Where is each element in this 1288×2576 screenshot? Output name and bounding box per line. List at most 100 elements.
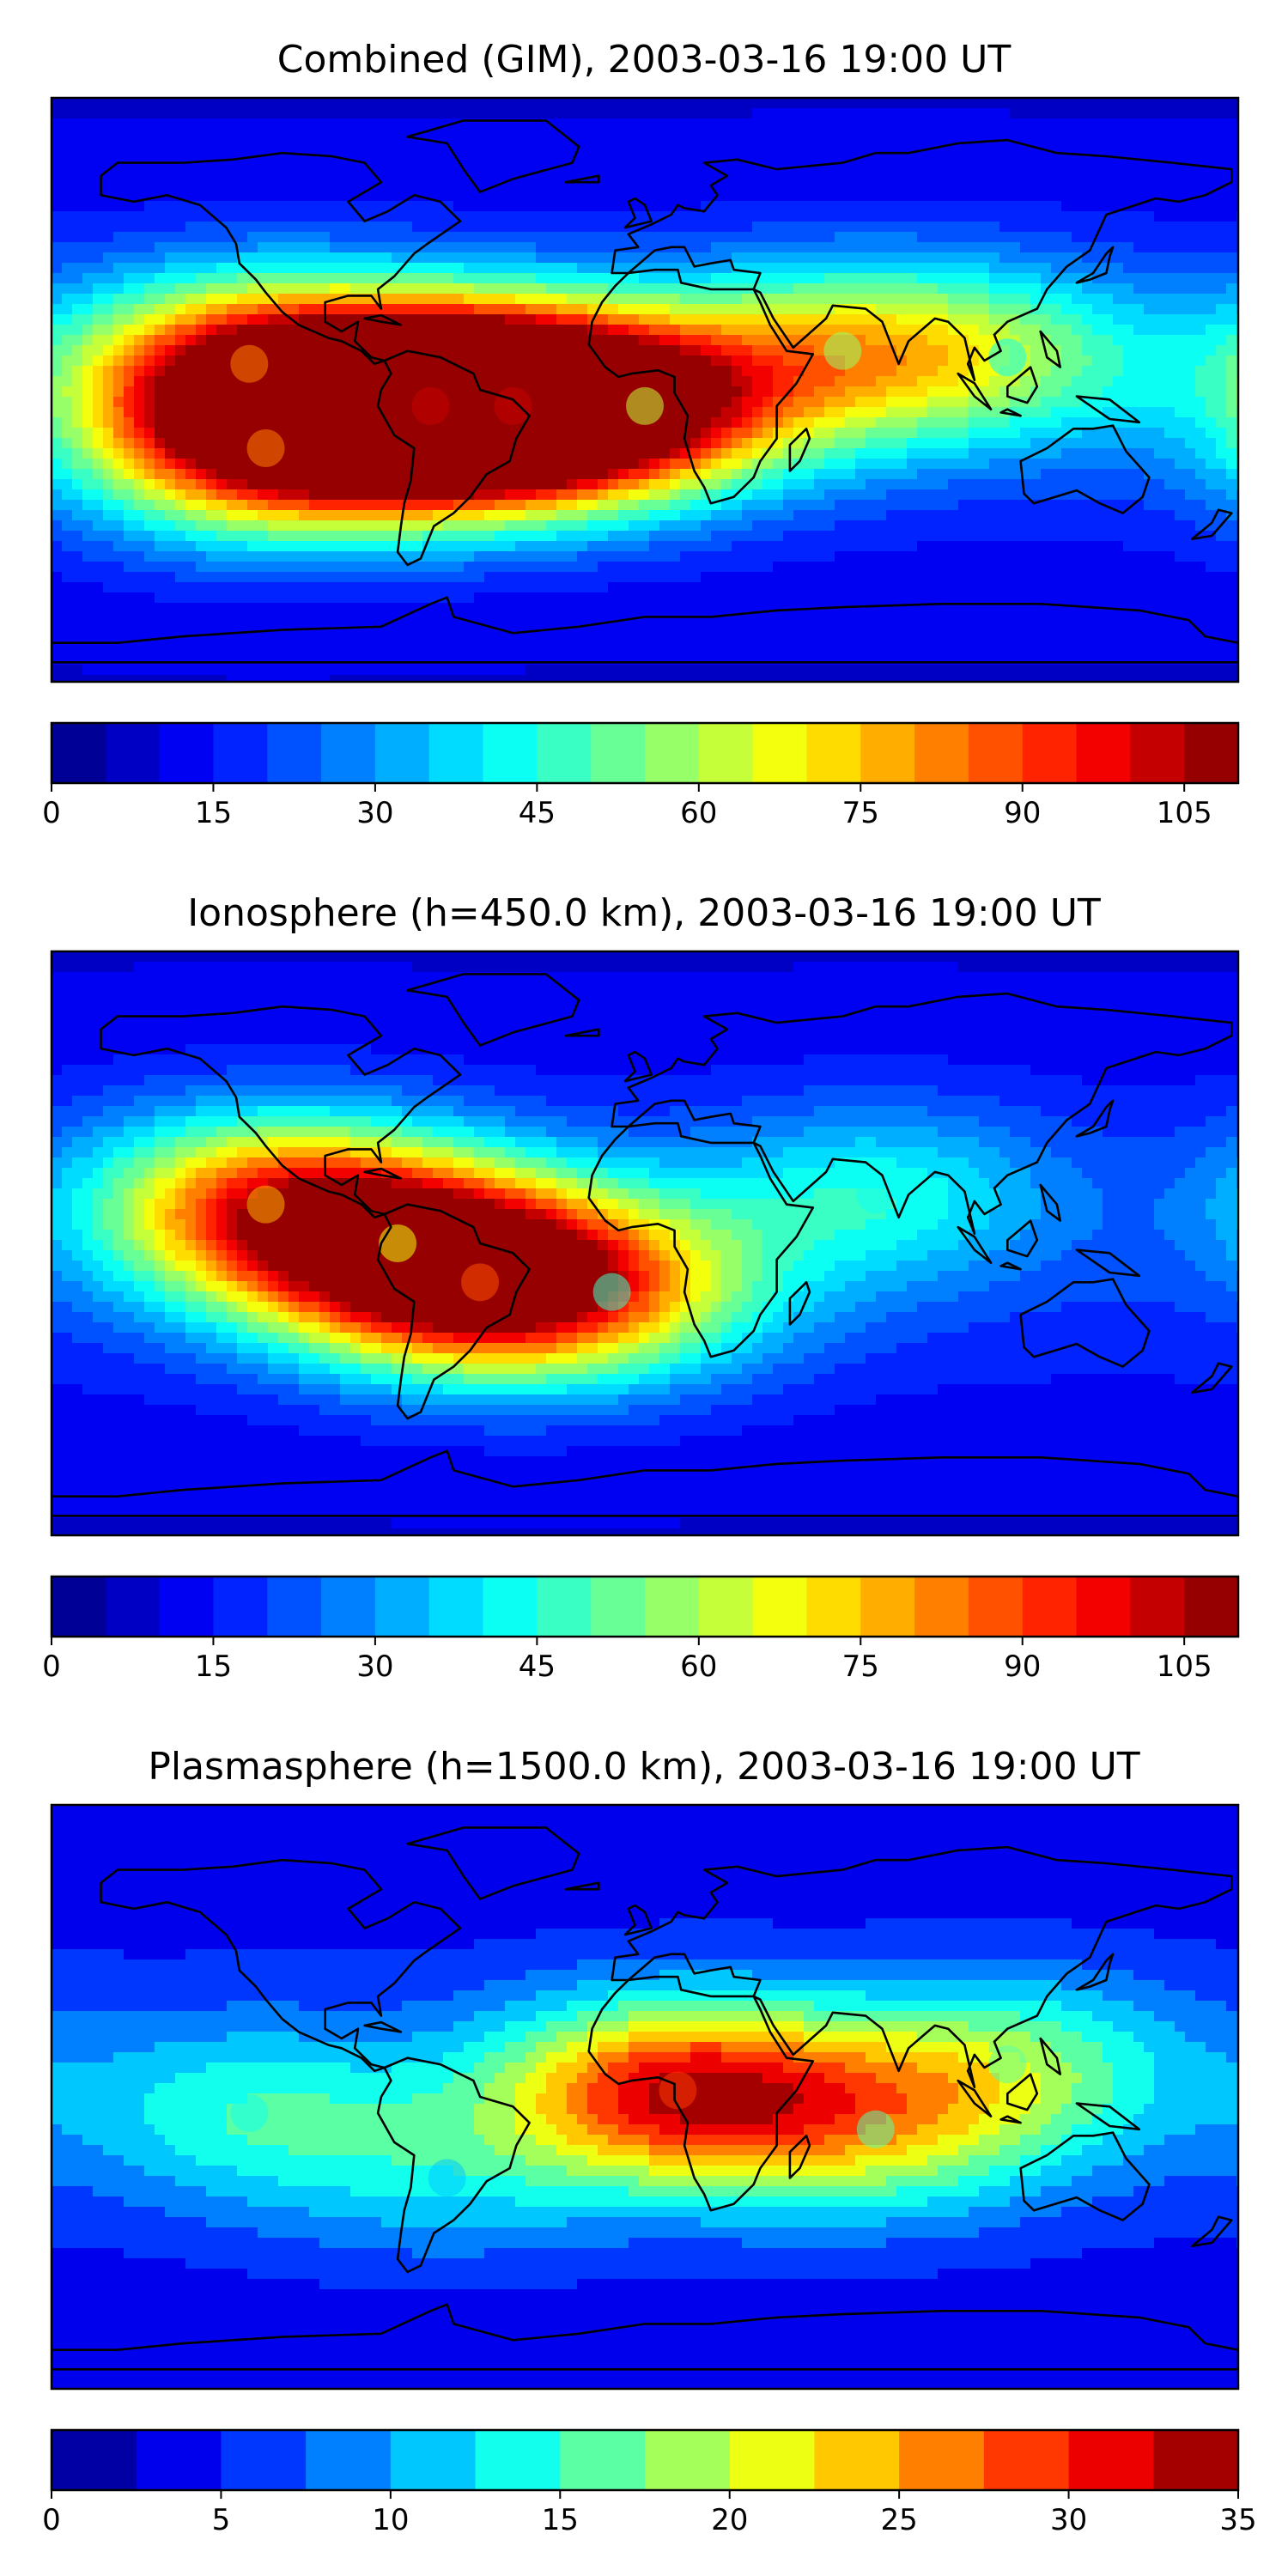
panel-2: Plasmasphere (h=1500.0 km), 2003-03-16 1… xyxy=(42,1745,1256,2537)
panel-title: Ionosphere (h=450.0 km), 2003-03-16 19:0… xyxy=(187,891,1101,935)
colorbar-swatch xyxy=(860,723,915,783)
colorbar-swatch xyxy=(105,1577,161,1637)
colorbar-swatch xyxy=(698,1577,754,1637)
colorbar-frame xyxy=(50,1575,1240,1638)
colorbar-tick-label: 45 xyxy=(519,1649,556,1684)
colorbar-tick-label: 75 xyxy=(842,796,879,830)
colorbar-tick-label: 30 xyxy=(356,1649,393,1684)
colorbar-swatch xyxy=(752,723,808,783)
colorbar-swatch xyxy=(52,2430,137,2490)
coastlines xyxy=(52,1826,1238,2371)
colorbar-tick-label: 75 xyxy=(842,1649,879,1684)
colorbar-swatch xyxy=(591,1577,646,1637)
map-field xyxy=(52,1805,1238,2389)
colorbar-tick-label: 5 xyxy=(212,2503,231,2537)
data-peak xyxy=(626,386,664,425)
colorbar-swatch xyxy=(213,723,268,783)
colorbar-swatch xyxy=(374,723,430,783)
colorbar: 0 15 30 45 60 75 90 105 xyxy=(42,721,1240,830)
colorbar-swatch xyxy=(645,723,700,783)
data-peak xyxy=(428,2159,466,2197)
data-peak xyxy=(823,331,862,370)
data-peak xyxy=(592,1273,631,1311)
colorbar-tick-label: 25 xyxy=(881,2503,918,2537)
colorbar-swatch xyxy=(321,723,376,783)
colorbar-tick-label: 60 xyxy=(680,796,717,830)
colorbar-swatch xyxy=(221,2430,307,2490)
data-peak xyxy=(379,1224,417,1262)
colorbar-tick-label: 0 xyxy=(42,2503,61,2537)
colorbar-tick-label: 30 xyxy=(356,796,393,830)
colorbar-tick-label: 10 xyxy=(372,2503,409,2537)
colorbar-swatch xyxy=(159,1577,215,1637)
map-frame xyxy=(50,1803,1240,2391)
colorbar: 0 5 10 15 20 25 30 35 xyxy=(42,2428,1257,2537)
colorbar-swatch xyxy=(1184,723,1239,783)
colorbar-tick-label: 90 xyxy=(1004,796,1041,830)
colorbar-tick-label: 105 xyxy=(1157,796,1212,830)
colorbar-swatch xyxy=(52,1577,106,1637)
colorbar-swatch xyxy=(1076,723,1131,783)
colorbar-swatch xyxy=(591,723,646,783)
colorbar-tick-label: 0 xyxy=(42,1649,61,1684)
colorbar-tick-label: 30 xyxy=(1050,2503,1087,2537)
colorbar-swatch xyxy=(390,2430,477,2490)
colorbar-swatch xyxy=(645,1577,700,1637)
colorbar-swatch xyxy=(537,723,592,783)
colorbar-swatch xyxy=(814,2430,900,2490)
colorbar-swatch xyxy=(752,1577,808,1637)
colorbar-swatch xyxy=(968,723,1024,783)
colorbar-swatch xyxy=(483,723,538,783)
colorbar-swatch xyxy=(645,2430,731,2490)
colorbar-tick-label: 15 xyxy=(542,2503,579,2537)
colorbar-swatch xyxy=(806,1577,861,1637)
colorbar-swatch xyxy=(560,2430,646,2490)
data-peak xyxy=(411,386,450,425)
colorbar-swatch xyxy=(1068,2430,1154,2490)
data-peak xyxy=(461,1263,500,1302)
colorbar-swatch xyxy=(1022,723,1078,783)
colorbar-swatch xyxy=(52,723,106,783)
colorbar-frame xyxy=(50,721,1240,785)
colorbar-swatch xyxy=(213,1577,268,1637)
colorbar-swatch xyxy=(968,1577,1024,1637)
colorbar-swatch xyxy=(1076,1577,1131,1637)
colorbar-swatch xyxy=(1130,723,1185,783)
data-peak xyxy=(246,1185,285,1224)
colorbar-swatch xyxy=(537,1577,592,1637)
map-frame xyxy=(50,96,1240,683)
colorbar-swatch xyxy=(1184,1577,1239,1637)
panel-title: Combined (GIM), 2003-03-16 19:00 UT xyxy=(277,38,1012,82)
colorbar-swatch xyxy=(428,723,484,783)
colorbar-swatch xyxy=(914,723,969,783)
colorbar-swatch xyxy=(698,723,754,783)
data-peak xyxy=(988,338,1027,377)
colorbar-swatch xyxy=(1130,1577,1185,1637)
colorbar-tick-label: 60 xyxy=(680,1649,717,1684)
data-peak xyxy=(246,429,285,467)
coastlines xyxy=(52,973,1238,1517)
colorbar-tick-label: 15 xyxy=(195,1649,232,1684)
data-peak xyxy=(230,2093,269,2132)
colorbar-swatch xyxy=(306,2430,392,2490)
colorbar-swatch xyxy=(483,1577,538,1637)
panel-title: Plasmasphere (h=1500.0 km), 2003-03-16 1… xyxy=(148,1745,1139,1789)
colorbar-swatch xyxy=(860,1577,915,1637)
colorbar: 0 15 30 45 60 75 90 105 xyxy=(42,1575,1240,1684)
colorbar-tick-label: 0 xyxy=(42,796,61,830)
colorbar-swatch xyxy=(914,1577,969,1637)
panel-1: Ionosphere (h=450.0 km), 2003-03-16 19:0… xyxy=(42,891,1240,1684)
map-frame xyxy=(50,950,1240,1537)
colorbar-tick-label: 90 xyxy=(1004,1649,1041,1684)
colorbar-swatch xyxy=(105,723,161,783)
data-peak xyxy=(856,2110,895,2148)
colorbar-swatch xyxy=(321,1577,376,1637)
data-peak xyxy=(988,2045,1027,2084)
data-peak xyxy=(230,344,269,383)
colorbar-swatch xyxy=(1022,1577,1078,1637)
colorbar-swatch xyxy=(475,2430,561,2490)
colorbar-tick-label: 45 xyxy=(519,796,556,830)
panel-0: Combined (GIM), 2003-03-16 19:00 UT 0 15 30… xyxy=(42,38,1240,830)
colorbar-frame xyxy=(50,2428,1240,2492)
